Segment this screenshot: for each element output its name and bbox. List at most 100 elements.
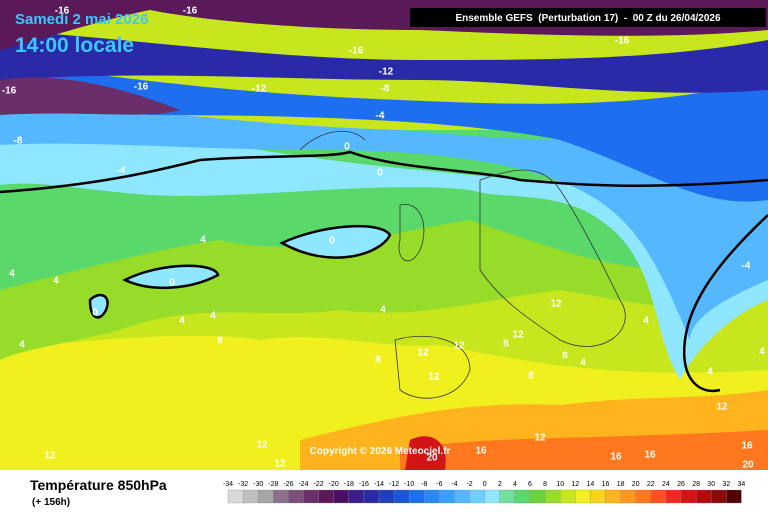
contour-label: 4 xyxy=(380,305,386,316)
scale-label: -20 xyxy=(329,481,339,488)
scale-swatch xyxy=(378,489,395,504)
scale-label: -2 xyxy=(466,481,472,488)
scale-swatch xyxy=(635,489,651,504)
scale-swatch xyxy=(348,489,365,504)
contour-label: 4 xyxy=(19,340,25,351)
contour-label: 4 xyxy=(200,235,206,246)
scale-label: 4 xyxy=(513,481,517,488)
contour-label: 4 xyxy=(707,367,713,378)
scale-swatch xyxy=(288,489,304,504)
scale-swatch xyxy=(620,489,636,504)
contour-label: 8 xyxy=(217,336,223,347)
scale-swatch xyxy=(544,489,561,504)
scale-label: 0 xyxy=(483,481,487,488)
scale-swatch xyxy=(409,489,425,504)
contour-label: 12 xyxy=(417,348,429,359)
scale-label: 14 xyxy=(587,481,595,488)
scale-label: -22 xyxy=(314,481,324,488)
scale-swatch xyxy=(560,489,576,504)
contour-labels: -16 -16 -16 -16 -16 -16 -12 -12 -8 -8 -4 -4 0 0 4 0 0 0 4 4… xyxy=(2,6,765,471)
scale-label: 16 xyxy=(602,481,610,488)
contour-label: -16 xyxy=(134,82,149,93)
copyright: Copyright © 2026 Meteociel.fr xyxy=(310,446,451,457)
contour-label: -4 xyxy=(376,111,385,122)
model-info: Ensemble GEFS (Perturbation 17) - 00 Z d… xyxy=(455,13,721,24)
contour-label: 12 xyxy=(550,299,562,310)
scale-label: -8 xyxy=(421,481,427,488)
contour-label: 4 xyxy=(179,316,185,327)
contour-label: 8 xyxy=(562,351,568,362)
scale-swatch xyxy=(469,489,485,504)
scale-swatch xyxy=(258,489,274,504)
contour-label: 0 xyxy=(169,278,175,289)
scale-label: -4 xyxy=(451,481,457,488)
scale-swatch xyxy=(650,489,667,504)
scale-label: -18 xyxy=(344,481,354,488)
contour-label: -16 xyxy=(55,6,70,17)
contour-label: -16 xyxy=(2,86,17,97)
scale-swatch xyxy=(575,489,591,504)
scale-label: -32 xyxy=(238,481,248,488)
contour-label: -16 xyxy=(183,6,198,17)
contour-label: -12 xyxy=(252,84,267,95)
contour-label: 0 xyxy=(377,168,383,179)
contour-label: 12 xyxy=(256,440,268,451)
contour-label: 12 xyxy=(534,433,546,444)
contour-label: 8 xyxy=(503,339,509,350)
contour-label: 12 xyxy=(512,330,524,341)
scale-swatch xyxy=(514,489,531,504)
contour-label: 16 xyxy=(741,441,753,452)
contour-label: 20 xyxy=(426,453,438,464)
scale-label: 18 xyxy=(617,481,625,488)
contour-label: -16 xyxy=(615,36,630,47)
contour-label: -8 xyxy=(14,136,23,147)
scale-label: 34 xyxy=(738,481,746,488)
scale-swatch xyxy=(303,489,319,504)
contour-label: 8 xyxy=(375,355,381,366)
legend-title: Température 850hPa xyxy=(30,477,167,493)
scale-label: 6 xyxy=(528,481,532,488)
scale-swatch xyxy=(273,489,289,504)
date: Samedi 2 mai 2026 xyxy=(15,11,148,28)
scale-label: 26 xyxy=(677,481,685,488)
contour-label: 12 xyxy=(274,459,286,470)
time: 14:00 locale xyxy=(15,34,134,57)
contour-label: -16 xyxy=(349,46,364,57)
contour-label: 12 xyxy=(716,402,728,413)
scale-swatch xyxy=(695,489,712,504)
contour-label: 4 xyxy=(210,311,216,322)
scale-swatch xyxy=(333,489,349,504)
scale-label: -30 xyxy=(253,481,263,488)
contour-label: 16 xyxy=(610,452,622,463)
scale-label: 12 xyxy=(571,481,579,488)
scale-swatch xyxy=(363,489,380,504)
contour-label: 20 xyxy=(742,460,754,471)
scale-label: 8 xyxy=(543,481,547,488)
color-scale: -34 -32 -30 -28 -26 -24 -22 -20 -18 -16 -14 -12 -10-… xyxy=(223,481,746,504)
contour-label: -8 xyxy=(381,84,390,95)
scale-label: -10 xyxy=(404,481,414,488)
scale-label: -6 xyxy=(436,481,442,488)
scale-label: 24 xyxy=(662,481,670,488)
scale-swatch xyxy=(227,489,244,504)
scale-swatch xyxy=(242,489,259,504)
scale-swatch xyxy=(318,489,334,504)
scale-swatch xyxy=(665,489,682,504)
scale-label: -24 xyxy=(298,481,308,488)
scale-label: 20 xyxy=(632,481,640,488)
contour-label: 0 xyxy=(329,236,335,247)
contour-label: 12 xyxy=(44,451,56,462)
contour-label: -4 xyxy=(117,166,126,177)
scale-label: 2 xyxy=(498,481,502,488)
scale-label: -26 xyxy=(283,481,293,488)
contour-label: -12 xyxy=(379,67,394,78)
lead-time: (+ 156h) xyxy=(32,497,70,508)
scale-label: 30 xyxy=(707,481,715,488)
scale-label: -34 xyxy=(223,481,233,488)
contour-label: 12 xyxy=(453,341,465,352)
scale-label: 10 xyxy=(556,481,564,488)
contour-label: 16 xyxy=(475,446,487,457)
scale-swatch xyxy=(499,489,516,504)
